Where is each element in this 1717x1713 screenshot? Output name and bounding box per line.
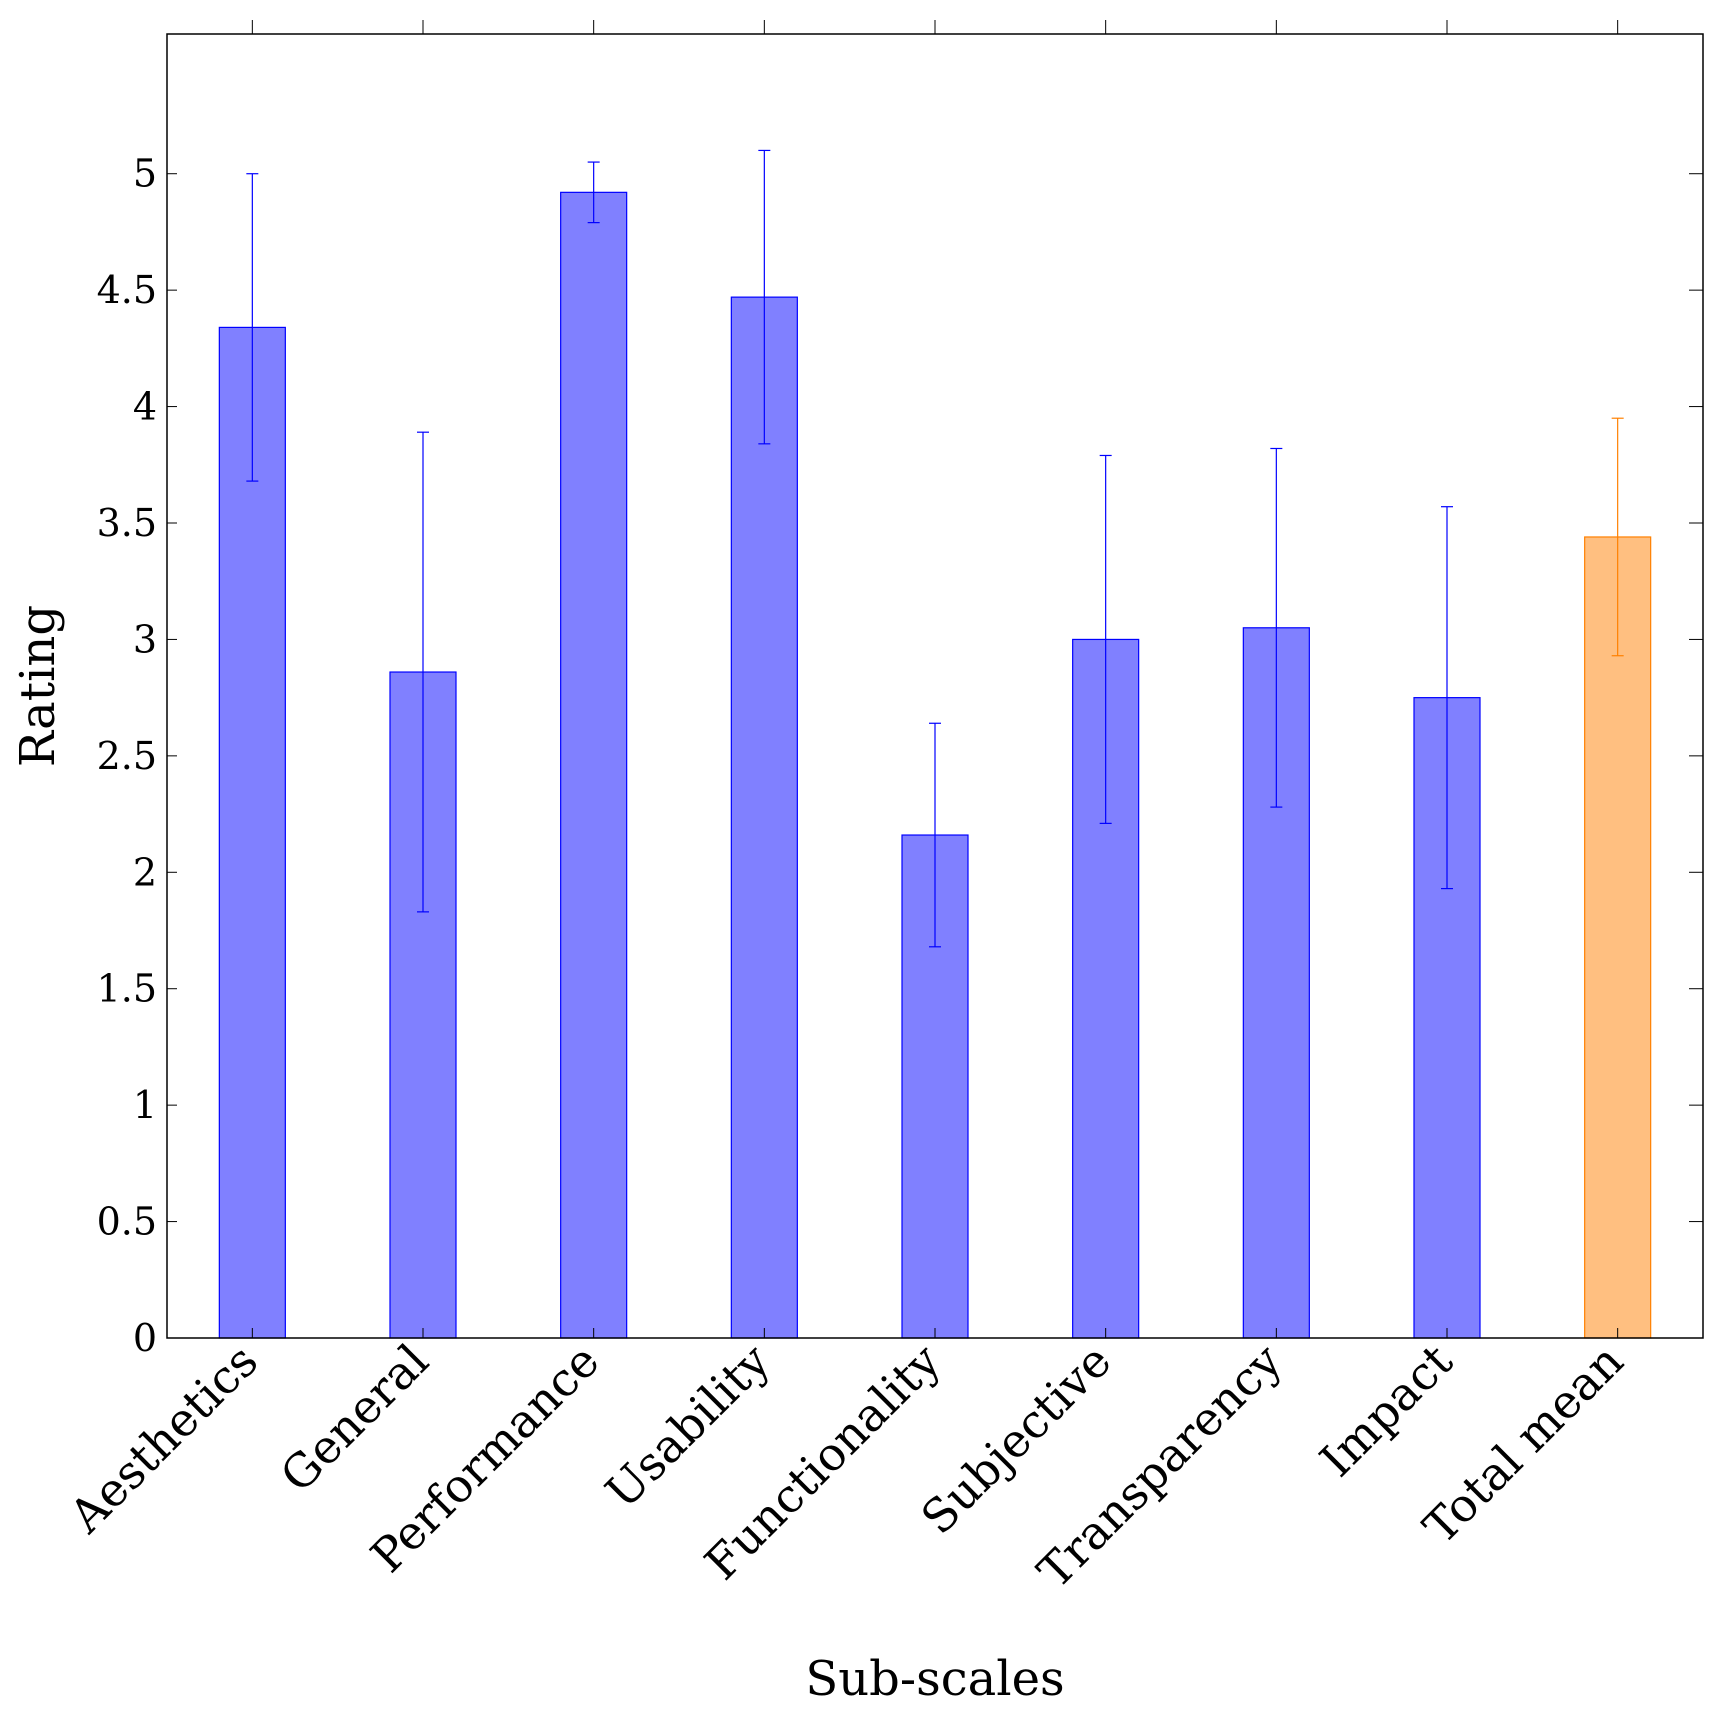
x-axis-label: Sub-scales (805, 1651, 1064, 1707)
y-tick-label: 0 (133, 1316, 157, 1360)
plot-frame (166, 33, 1704, 1339)
x-tick-label: Usability (595, 1334, 780, 1519)
y-tick-label: 1 (133, 1083, 157, 1127)
y-tick-label: 3 (133, 617, 157, 661)
x-tick-labels: Aesthetics GeneralPerformanceUsabilityFun… (58, 1333, 1633, 1598)
error-bar-total-mean (1611, 417, 1624, 657)
error-bar-usability (758, 149, 771, 445)
y-tick-label: 4.5 (97, 268, 157, 312)
y-tick-label: 3.5 (97, 501, 157, 545)
error-bar-subjective (1099, 454, 1112, 824)
bar-usability (730, 296, 798, 1339)
bar-performance (560, 191, 628, 1339)
y-tick-label: 5 (133, 152, 157, 196)
error-bar-aesthetics (246, 173, 259, 482)
x-tick-label: Aesthetics (58, 1334, 268, 1544)
y-axis-label: Rating (10, 605, 66, 767)
y-tick-label: 4 (133, 385, 157, 429)
error-bar-transparency (1270, 447, 1283, 808)
y-tick-label: 2 (133, 850, 157, 894)
bar-aesthetics (218, 326, 286, 1339)
x-tick-label: General (270, 1334, 439, 1503)
error-bar-general (417, 431, 429, 913)
y-tick-label: 0.5 (97, 1200, 157, 1244)
error-bar-performance (587, 161, 600, 224)
y-tick-labels: 0 0.5 1 1.5 2 2.5 3 3.5 4 4.5 5 (97, 152, 157, 1360)
x-tick-label: Impact (1309, 1333, 1463, 1487)
error-bar-impact (1441, 506, 1453, 890)
error-bars-layer (246, 149, 1624, 948)
y-tick-label: 2.5 (97, 734, 157, 778)
bar-total-mean (1584, 536, 1652, 1339)
y-tick-label: 1.5 (97, 967, 157, 1011)
error-bar-functionality (929, 722, 941, 948)
